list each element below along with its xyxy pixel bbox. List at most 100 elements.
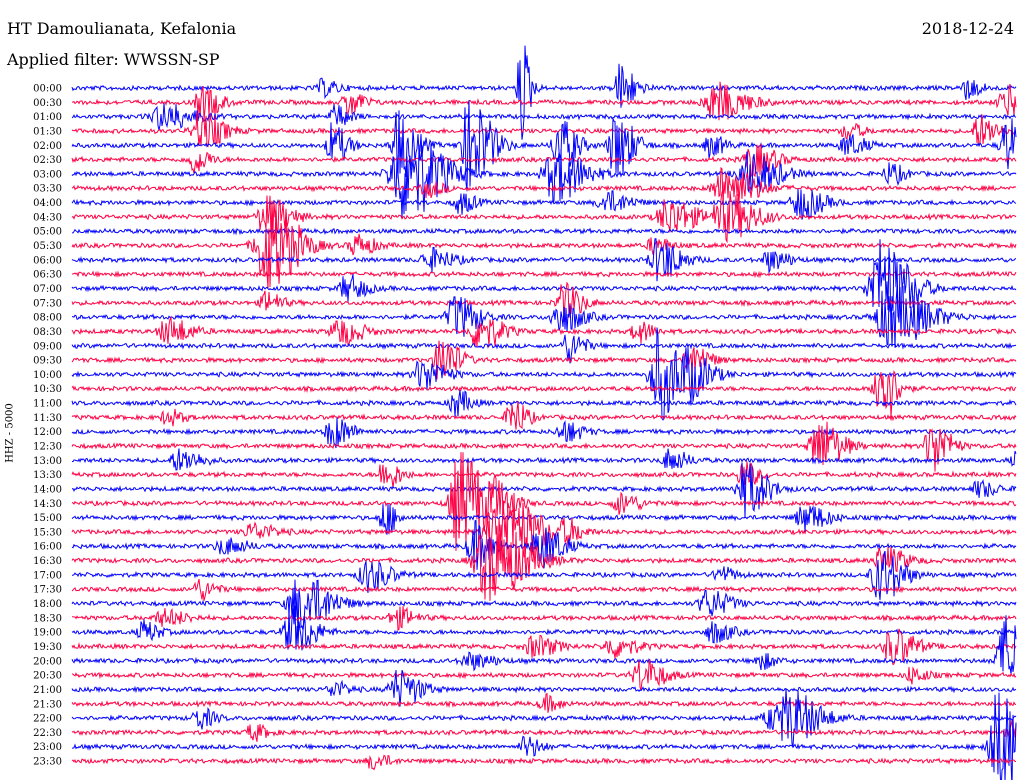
row-label: 20:00 <box>33 656 62 667</box>
trace-1230 <box>71 421 1017 472</box>
trace-1130 <box>71 400 1017 430</box>
row-label: 23:00 <box>33 742 62 753</box>
trace-1800 <box>71 579 1017 636</box>
date-label: 2018-12-24 <box>921 19 1014 38</box>
trace-1830 <box>71 606 1017 632</box>
trace-1500 <box>71 503 1017 535</box>
trace-1030 <box>71 370 1017 418</box>
row-label: 11:00 <box>33 399 62 410</box>
row-label: 04:30 <box>33 212 62 223</box>
row-label: 14:30 <box>33 499 62 510</box>
row-label: 17:00 <box>33 570 62 581</box>
trace-1400 <box>71 462 1017 519</box>
row-label: 06:30 <box>33 270 62 281</box>
row-label: 23:30 <box>33 757 62 768</box>
trace-0630 <box>71 270 1017 279</box>
trace-0300 <box>71 143 1017 219</box>
row-label: 07:30 <box>33 298 62 309</box>
trace-2300 <box>72 692 1017 780</box>
trace-0000 <box>71 45 1017 140</box>
row-label: 08:30 <box>33 327 62 338</box>
trace-0530 <box>71 203 1017 289</box>
row-label: 20:30 <box>33 671 62 682</box>
row-label: 10:00 <box>33 370 62 381</box>
trace-0500 <box>72 227 1017 236</box>
row-label: 09:00 <box>33 341 62 352</box>
trace-2030 <box>71 659 1017 691</box>
trace-1900 <box>71 605 1017 651</box>
row-label: 03:30 <box>33 184 62 195</box>
row-label: 05:00 <box>33 227 62 238</box>
row-label: 15:30 <box>33 527 62 538</box>
trace-1930 <box>71 628 1017 666</box>
trace-0200 <box>71 100 1017 192</box>
row-label: 00:30 <box>33 98 62 109</box>
row-label: 21:30 <box>33 699 62 710</box>
trace-0400 <box>71 188 1017 221</box>
row-label: 04:00 <box>33 198 62 209</box>
row-label: 00:00 <box>33 84 62 95</box>
trace-2330 <box>71 754 1016 771</box>
trace-1100 <box>71 390 1017 417</box>
trace-0830 <box>71 315 1017 348</box>
row-label: 18:30 <box>33 613 62 624</box>
row-label: 18:00 <box>33 599 62 610</box>
row-label: 08:00 <box>33 313 62 324</box>
row-label: 21:00 <box>33 685 62 696</box>
trace-0030 <box>71 81 1017 121</box>
trace-2200 <box>71 688 1017 748</box>
station-title: HT Damoulianata, Kefalonia <box>7 19 237 38</box>
trace-0430 <box>71 189 1017 244</box>
trace-0230 <box>71 143 1017 178</box>
trace-1530 <box>71 492 1017 574</box>
row-label: 15:00 <box>33 513 62 524</box>
trace-2100 <box>71 670 1017 707</box>
row-label: 11:30 <box>33 413 62 424</box>
row-label: 17:30 <box>33 585 62 596</box>
row-label: 02:00 <box>33 141 62 152</box>
row-label: 14:00 <box>33 484 62 495</box>
trace-1600 <box>71 519 1017 570</box>
traces <box>71 45 1017 780</box>
row-label: 22:00 <box>33 714 62 725</box>
row-label: 12:00 <box>33 427 62 438</box>
trace-0100 <box>71 102 1017 131</box>
trace-1330 <box>71 461 1017 488</box>
row-label: 01:30 <box>33 126 62 137</box>
trace-0600 <box>71 238 1017 282</box>
row-label: 05:30 <box>33 241 62 252</box>
trace-0900 <box>71 334 1017 364</box>
row-label: 03:00 <box>33 169 62 180</box>
row-label: 02:30 <box>33 155 62 166</box>
trace-1000 <box>71 327 1017 421</box>
trace-2130 <box>71 693 1017 713</box>
row-label: 13:00 <box>33 456 62 467</box>
row-label: 16:30 <box>33 556 62 567</box>
row-label: 16:00 <box>33 542 62 553</box>
trace-1630 <box>71 520 1017 601</box>
row-label: 12:30 <box>33 442 62 453</box>
row-label: 07:00 <box>33 284 62 295</box>
filter-label: Applied filter: WWSSN-SP <box>7 50 220 69</box>
trace-0330 <box>71 166 1017 204</box>
trace-1300 <box>71 448 1017 471</box>
trace-2000 <box>71 615 1017 675</box>
trace-0730 <box>71 281 1017 322</box>
trace-1730 <box>71 578 1017 601</box>
row-label: 19:00 <box>33 628 62 639</box>
row-label: 13:30 <box>33 470 62 481</box>
row-label: 06:00 <box>33 255 62 266</box>
trace-0700 <box>71 239 1017 333</box>
trace-1430 <box>71 452 1017 551</box>
trace-1200 <box>71 417 1017 449</box>
trace-0930 <box>71 340 1017 380</box>
trace-2230 <box>71 719 1017 742</box>
row-label: 09:30 <box>33 356 62 367</box>
trace-1700 <box>72 550 1017 600</box>
row-label: 22:30 <box>33 728 62 739</box>
row-label: 10:30 <box>33 384 62 395</box>
row-label: 01:00 <box>33 112 62 123</box>
row-label: 19:30 <box>33 642 62 653</box>
trace-0130 <box>71 112 1017 148</box>
